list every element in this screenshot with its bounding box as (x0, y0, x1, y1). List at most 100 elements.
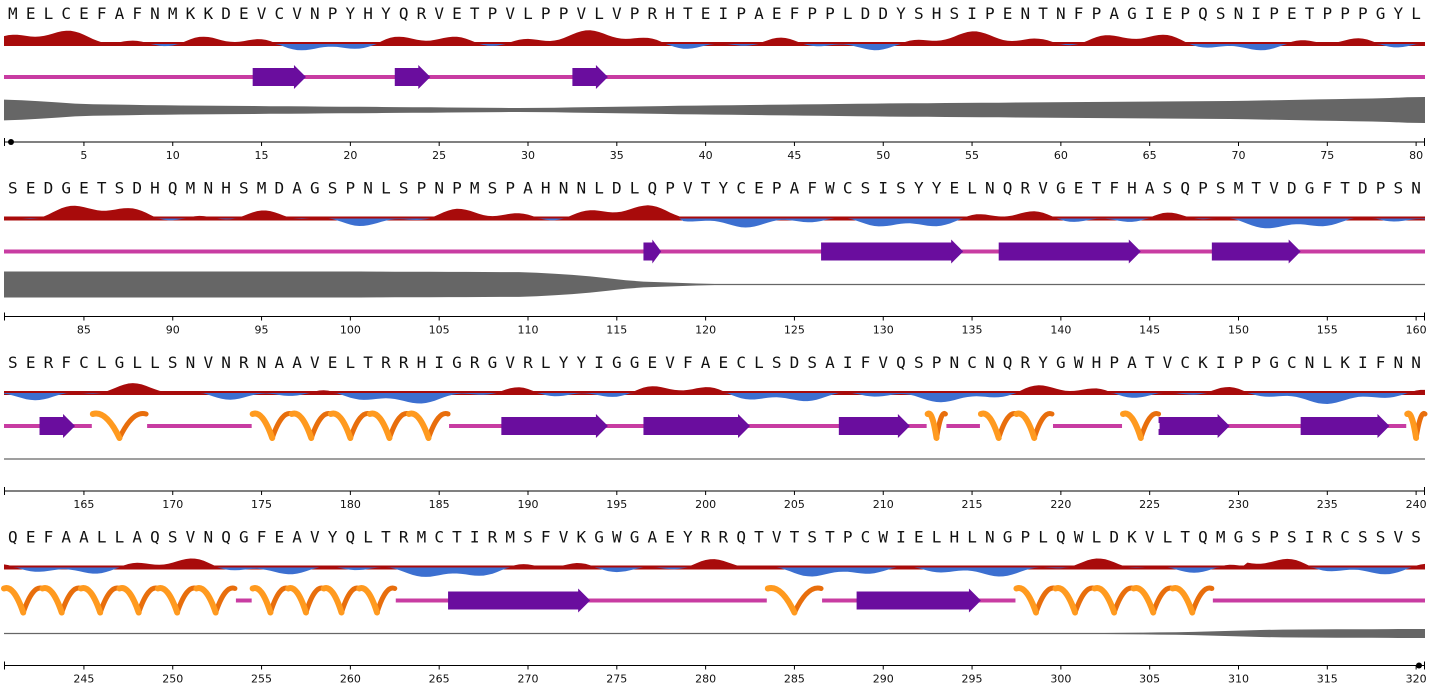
residue-letter: V (772, 528, 782, 547)
residue-letter: T (470, 4, 480, 23)
residue-letter: N (985, 179, 995, 198)
residue-letter: T (825, 528, 835, 547)
residue-letter: P (736, 4, 746, 23)
residue-letter: M (1234, 179, 1244, 198)
residue-letter: P (825, 4, 835, 23)
residue-letter: P (1109, 353, 1119, 372)
residue-letter: P (630, 4, 640, 23)
residue-letter: T (790, 528, 800, 547)
residue-letter: L (1322, 353, 1332, 372)
residue-letter: F (97, 4, 107, 23)
residue-letter: L (97, 528, 107, 547)
residue-letter: L (44, 4, 54, 23)
residue-letter: I (594, 353, 604, 372)
residue-letter: T (1340, 179, 1350, 198)
residue-letter: T (701, 179, 711, 198)
sequence-end-marker (1416, 663, 1422, 669)
axis-tick-label: 225 (1139, 498, 1160, 511)
residue-letter: E (772, 4, 782, 23)
residue-letter: H (363, 4, 373, 23)
residue-letter: L (115, 528, 125, 547)
residue-letter: L (541, 353, 551, 372)
residue-letter: Q (736, 528, 746, 547)
axis-tick-label: 290 (873, 673, 894, 686)
residue-letter: C (1287, 353, 1297, 372)
residue-letter: L (363, 528, 373, 547)
sequence-row: SEDGETSDHQMNHSMDAGSPNLSPNPMSPAHNNLDLQPVT… (4, 179, 1427, 337)
residue-letter: E (1287, 4, 1297, 23)
residue-letter: A (61, 528, 71, 547)
residue-letter: L (346, 353, 356, 372)
residue-letter: N (1021, 4, 1031, 23)
residue-letter: P (452, 179, 462, 198)
axis-tick-label: 155 (1317, 324, 1338, 337)
residue-letter: M (417, 528, 427, 547)
axis-tick-label: 15 (255, 149, 269, 162)
axis-tick-label: 320 (1406, 673, 1427, 686)
residue-letter: S (1394, 179, 1404, 198)
residue-letter: A (292, 353, 302, 372)
residue-letter: S (168, 528, 178, 547)
residue-letter: P (328, 4, 338, 23)
residue-letter: E (26, 4, 36, 23)
axis-tick-label: 45 (787, 149, 801, 162)
residue-letter: V (878, 353, 888, 372)
residue-letter: Y (1038, 353, 1048, 372)
axis-tick-label: 100 (340, 324, 361, 337)
residue-letter: P (665, 179, 675, 198)
axis-tick-label: 305 (1139, 673, 1160, 686)
residue-letter: S (949, 4, 959, 23)
residue-letter: V (505, 4, 515, 23)
residue-letter: G (452, 353, 462, 372)
residue-letter: N (985, 353, 995, 372)
residue-letter: H (221, 179, 231, 198)
residue-letter: K (576, 528, 586, 547)
residue-letter: A (701, 353, 711, 372)
residue-letter: I (967, 4, 977, 23)
residue-letter: N (221, 353, 231, 372)
residue-letter: N (150, 4, 160, 23)
beta-strand (40, 414, 76, 438)
residue-letter: L (843, 4, 853, 23)
residue-letter: Y (576, 353, 586, 372)
residue-letter: C (79, 353, 89, 372)
axis-tick-label: 280 (695, 673, 716, 686)
disorder-profile (4, 272, 1425, 298)
residue-letter: S (914, 353, 924, 372)
residue-letter: N (203, 528, 213, 547)
residue-letter: D (790, 353, 800, 372)
axis-tick-label: 180 (340, 498, 361, 511)
residue-letter: E (26, 353, 36, 372)
residue-letter: G (594, 528, 604, 547)
residue-letter: Q (8, 528, 18, 547)
residue-letter: T (1305, 4, 1315, 23)
residue-letter: Y (1394, 4, 1404, 23)
residue-letter: C (1340, 528, 1350, 547)
residue-letter: F (1376, 353, 1386, 372)
axis-tick-label: 255 (251, 673, 272, 686)
residue-letter: Y (328, 528, 338, 547)
residue-letter: T (452, 528, 462, 547)
residue-letter: W (1074, 528, 1084, 547)
residue-letter: N (576, 179, 586, 198)
residue-letter: H (417, 353, 427, 372)
residue-letter: R (381, 353, 391, 372)
residue-letter: W (878, 528, 888, 547)
axis-tick-label: 110 (517, 324, 538, 337)
axis-tick-label: 150 (1228, 324, 1249, 337)
residue-letter: H (1127, 179, 1137, 198)
residue-letter: T (97, 179, 107, 198)
residue-letter: R (417, 4, 427, 23)
axis-tick-label: 65 (1143, 149, 1157, 162)
residue-letter: G (1305, 179, 1315, 198)
residue-letter: V (292, 4, 302, 23)
residue-letter: Q (168, 179, 178, 198)
axis-tick-label: 270 (517, 673, 538, 686)
residue-letter: R (470, 353, 480, 372)
residue-letter: S (807, 353, 817, 372)
residue-letter: A (79, 528, 89, 547)
disorder-profile (4, 97, 1425, 123)
residue-letter: I (896, 528, 906, 547)
residue-letter: G (239, 528, 249, 547)
helix-background (3, 598, 236, 604)
